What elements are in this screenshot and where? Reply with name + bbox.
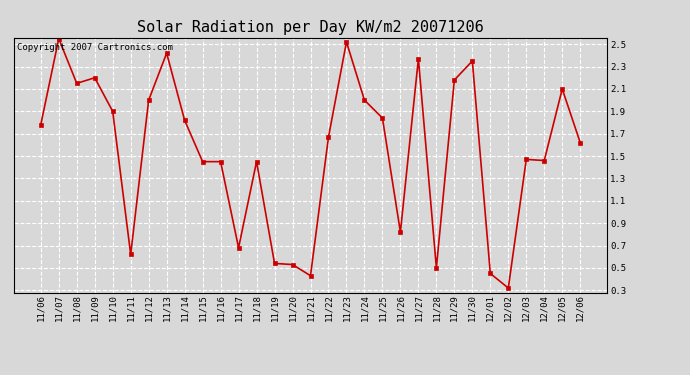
Text: Copyright 2007 Cartronics.com: Copyright 2007 Cartronics.com: [17, 43, 172, 52]
Title: Solar Radiation per Day KW/m2 20071206: Solar Radiation per Day KW/m2 20071206: [137, 20, 484, 35]
